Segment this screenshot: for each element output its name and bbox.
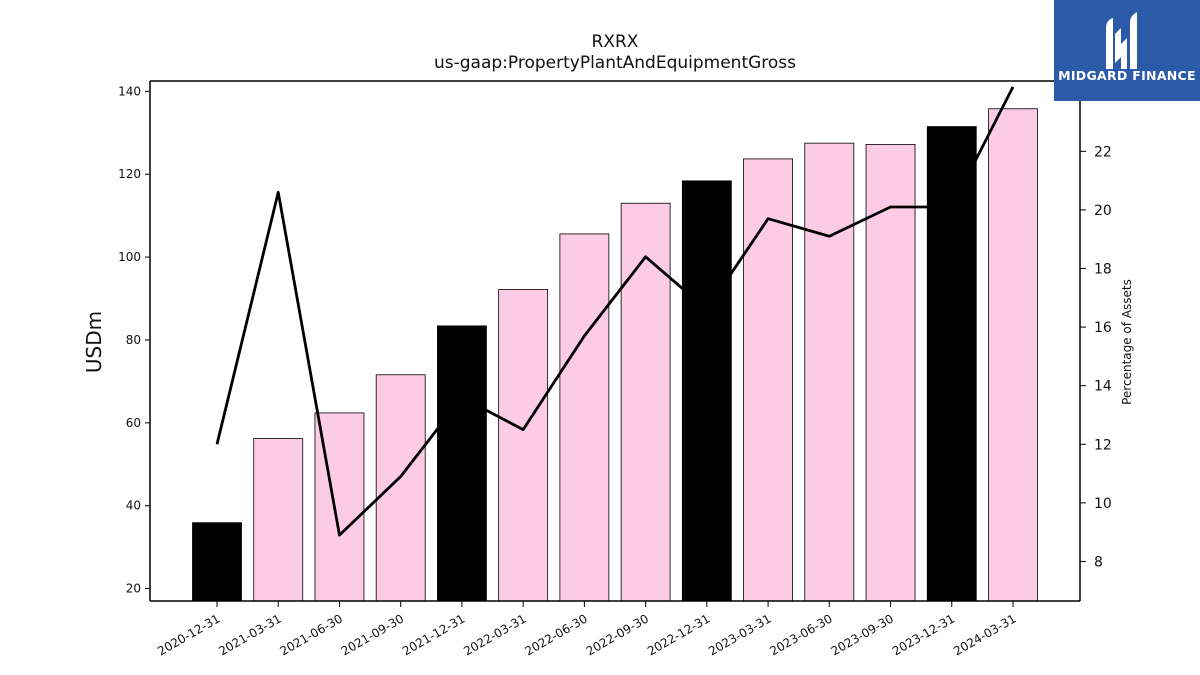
- y-tick-label-right: 14: [1094, 379, 1112, 395]
- bar: [988, 108, 1038, 602]
- percentage-line: [215, 86, 1015, 537]
- x-tick-label: 2021-12-31: [400, 611, 467, 658]
- bar: [681, 180, 732, 602]
- bar: [437, 325, 487, 602]
- y-tick-label-left: 20: [126, 582, 141, 596]
- y-tick-label-right: 18: [1094, 261, 1112, 277]
- logo-text: MIDGARD FINANCE: [1058, 68, 1196, 83]
- x-tick-label: 2022-06-30: [522, 611, 589, 658]
- bar: [804, 142, 855, 602]
- x-tick-label: 2022-09-30: [584, 611, 651, 658]
- x-tick-label: 2021-09-30: [339, 611, 406, 658]
- y-axis-label-left: USDm: [82, 310, 106, 374]
- bar: [192, 522, 242, 602]
- bar: [498, 289, 549, 602]
- x-tick-label: 2023-12-31: [890, 611, 957, 658]
- x-tick-label: 2024-03-31: [951, 611, 1018, 658]
- bar: [253, 438, 304, 602]
- x-tick-label: 2023-03-31: [706, 611, 773, 658]
- y-tick-label-left: 40: [126, 499, 141, 513]
- bar: [743, 158, 793, 602]
- x-tick-label: 2020-12-31: [155, 611, 222, 658]
- midgard-finance-logo: MIDGARD FINANCE: [1054, 0, 1200, 101]
- y-tick-label-right: 20: [1094, 203, 1112, 219]
- x-tick-label: 2023-09-30: [829, 611, 896, 658]
- y-tick-label-left: 80: [126, 333, 141, 347]
- x-tick-label: 2023-06-30: [767, 611, 834, 658]
- bar: [620, 202, 671, 602]
- y-tick-label-left: 100: [118, 250, 141, 264]
- y-axis-label-right: Percentage of Assets: [1120, 279, 1134, 405]
- chart-title: RXRX: [591, 32, 639, 52]
- y-tick-label-right: 16: [1094, 320, 1112, 336]
- logo-mark-icon: [1106, 12, 1137, 69]
- bar: [865, 143, 916, 602]
- bar: [559, 233, 610, 602]
- bar: [375, 374, 426, 602]
- y-tick-label-left: 60: [126, 416, 141, 430]
- y-tick-label-right: 22: [1094, 144, 1112, 160]
- x-tick-label: 2022-03-31: [461, 611, 528, 658]
- x-tick-label: 2021-06-30: [278, 611, 345, 658]
- y-tick-label-right: 10: [1094, 496, 1112, 512]
- bar: [926, 126, 977, 602]
- y-tick-label-left: 140: [118, 84, 141, 98]
- chart-subtitle: us-gaap:PropertyPlantAndEquipmentGross: [433, 53, 797, 73]
- y-tick-label-right: 8: [1094, 554, 1103, 570]
- x-tick-label: 2022-12-31: [645, 611, 712, 658]
- y-tick-label-left: 120: [118, 167, 141, 181]
- y-tick-label-right: 12: [1094, 437, 1112, 453]
- x-tick-label: 2021-03-31: [216, 611, 283, 658]
